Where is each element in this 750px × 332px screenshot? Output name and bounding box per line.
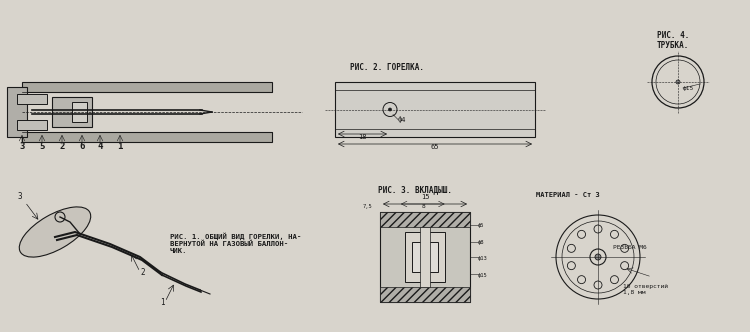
Text: ф15: ф15 bbox=[683, 86, 694, 91]
Text: ф15: ф15 bbox=[478, 273, 488, 278]
Bar bbox=[72, 102, 87, 122]
Text: 10 отверстий
1,8 мм: 10 отверстий 1,8 мм bbox=[623, 284, 668, 295]
Text: 3: 3 bbox=[20, 142, 25, 151]
Bar bbox=[52, 97, 92, 127]
Circle shape bbox=[676, 80, 680, 84]
Bar bbox=[22, 132, 272, 142]
Text: МАТЕРИАЛ - Ст 3: МАТЕРИАЛ - Ст 3 bbox=[536, 192, 600, 198]
Ellipse shape bbox=[20, 207, 91, 257]
Bar bbox=[22, 82, 272, 92]
Text: 1: 1 bbox=[160, 298, 164, 307]
Text: РИС. 3. ВКЛАДЫШ.: РИС. 3. ВКЛАДЫШ. bbox=[378, 185, 452, 194]
Text: 1: 1 bbox=[117, 142, 123, 151]
Circle shape bbox=[595, 254, 601, 260]
Text: 4: 4 bbox=[98, 142, 103, 151]
Text: 2: 2 bbox=[59, 142, 64, 151]
Bar bbox=[380, 212, 470, 302]
Text: 8: 8 bbox=[422, 204, 425, 209]
Text: ф13: ф13 bbox=[478, 256, 488, 261]
Bar bbox=[380, 212, 470, 227]
Bar bbox=[335, 82, 535, 137]
Circle shape bbox=[388, 108, 392, 111]
Text: РИС. 1. ОБЩИЙ ВИД ГОРЕЛКИ, НА-
ВЕРНУТОЙ НА ГАЗОВЫЙ БАЛЛОН-
ЧИК.: РИС. 1. ОБЩИЙ ВИД ГОРЕЛКИ, НА- ВЕРНУТОЙ … bbox=[170, 232, 302, 254]
Text: ф8: ф8 bbox=[478, 240, 484, 245]
Text: 2: 2 bbox=[141, 268, 146, 277]
Text: 3: 3 bbox=[18, 192, 22, 201]
Bar bbox=[17, 94, 47, 104]
Text: 15: 15 bbox=[421, 194, 429, 200]
Text: 6: 6 bbox=[80, 142, 85, 151]
Text: 5: 5 bbox=[39, 142, 45, 151]
Text: 18: 18 bbox=[358, 134, 366, 140]
Bar bbox=[420, 227, 430, 287]
Bar bbox=[17, 120, 47, 130]
Bar bbox=[412, 242, 438, 272]
Text: 7,5: 7,5 bbox=[362, 204, 372, 209]
Text: РЕЗЬБА М6: РЕЗЬБА М6 bbox=[613, 245, 646, 250]
Bar bbox=[380, 287, 470, 302]
Text: ф4: ф4 bbox=[398, 116, 406, 123]
Bar bbox=[7, 87, 27, 137]
Bar bbox=[405, 232, 445, 282]
Text: РИС. 4.
ТРУБКА.: РИС. 4. ТРУБКА. bbox=[657, 31, 689, 50]
Text: 65: 65 bbox=[430, 144, 439, 150]
Text: РИС. 2. ГОРЕЛКА.: РИС. 2. ГОРЕЛКА. bbox=[350, 63, 424, 72]
Text: ф5: ф5 bbox=[478, 223, 484, 228]
